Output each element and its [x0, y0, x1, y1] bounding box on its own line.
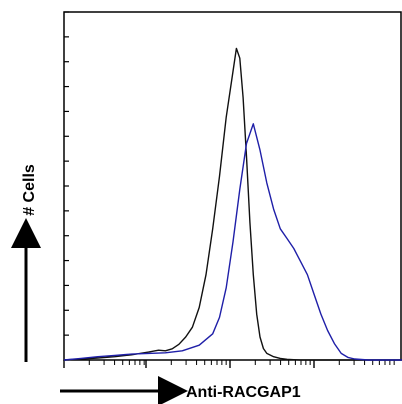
y-axis-label: # Cells [21, 164, 38, 216]
axis-ticks [63, 11, 395, 368]
plot-frame [63, 11, 402, 361]
series-layer [63, 47, 402, 361]
plot-border [63, 11, 402, 361]
series-line-1 [63, 47, 402, 361]
series-line-2 [63, 123, 402, 361]
x-axis-label: Anti-RACGAP1 [186, 384, 301, 401]
